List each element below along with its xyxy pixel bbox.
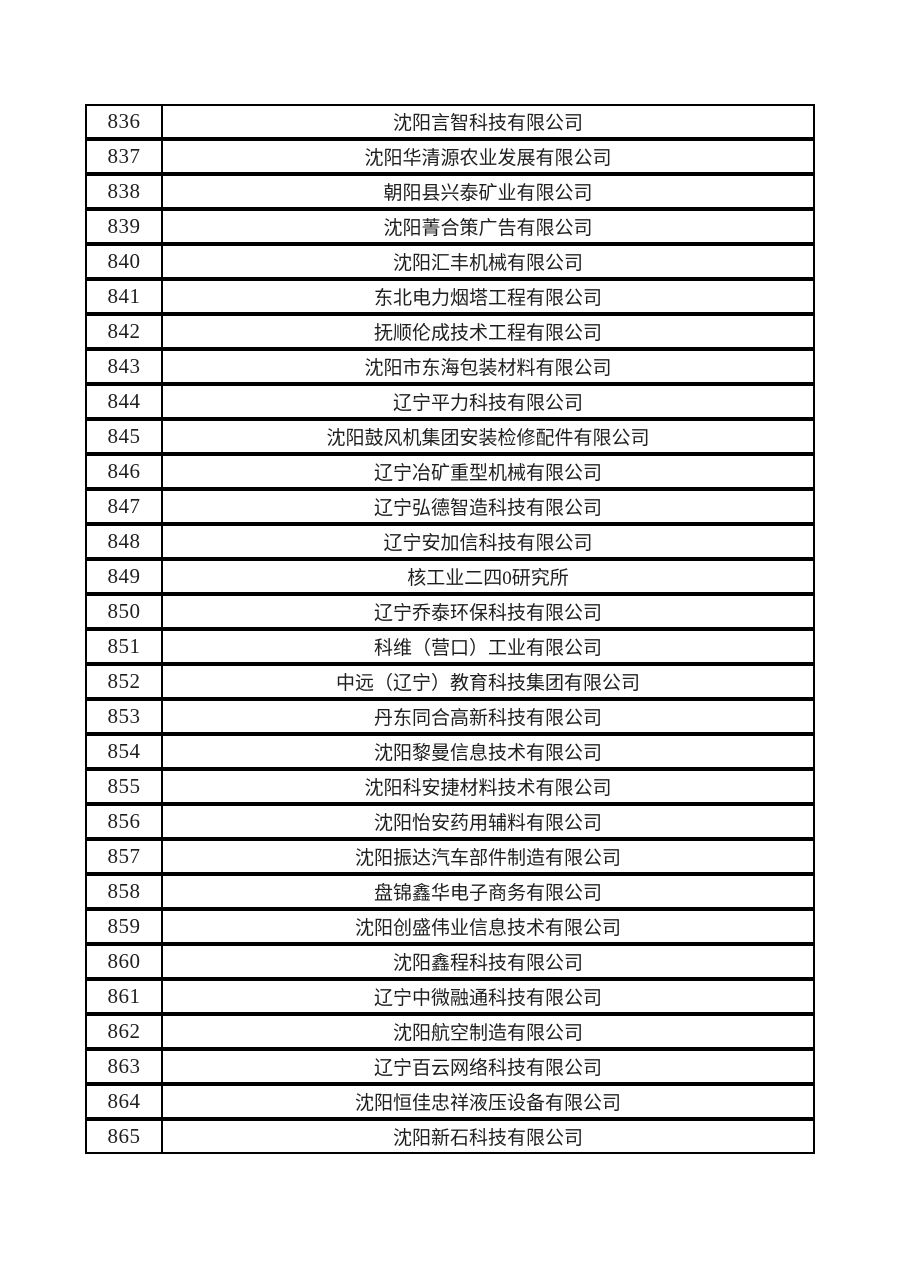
table-row: 839 沈阳菁合策广告有限公司 (85, 209, 815, 244)
table-row: 841 东北电力烟塔工程有限公司 (85, 279, 815, 314)
company-name-cell: 辽宁平力科技有限公司 (392, 393, 583, 414)
table-row: 857 沈阳振达汽车部件制造有限公司 (85, 839, 815, 874)
company-name-cell: 沈阳鑫程科技有限公司 (392, 953, 583, 974)
table-row: 848 辽宁安加信科技有限公司 (85, 524, 815, 559)
company-name-cell: 沈阳新石科技有限公司 (392, 1128, 583, 1149)
row-number-cell: 839 (87, 211, 163, 242)
company-name-cell: 沈阳怡安药用辅料有限公司 (373, 813, 602, 834)
table-row: 836 沈阳言智科技有限公司 (85, 104, 815, 139)
row-number-cell: 850 (87, 596, 163, 627)
row-number-cell: 859 (87, 911, 163, 942)
row-number-cell: 865 (87, 1121, 163, 1152)
table-row: 853 丹东同合高新科技有限公司 (85, 699, 815, 734)
row-number-cell: 860 (87, 946, 163, 977)
table-row: 844 辽宁平力科技有限公司 (85, 384, 815, 419)
row-number-cell: 851 (87, 631, 163, 662)
company-name-cell: 中远（辽宁）教育科技集团有限公司 (335, 673, 640, 694)
company-name-cell: 沈阳市东海包装材料有限公司 (364, 358, 612, 379)
table-row: 840 沈阳汇丰机械有限公司 (85, 244, 815, 279)
company-name-cell: 沈阳言智科技有限公司 (392, 113, 583, 134)
company-name-cell: 沈阳航空制造有限公司 (392, 1023, 583, 1044)
row-number-cell: 849 (87, 561, 163, 592)
company-name-cell: 辽宁冶矿重型机械有限公司 (373, 463, 602, 484)
company-name-cell: 盘锦鑫华电子商务有限公司 (373, 883, 602, 904)
table-row: 859 沈阳创盛伟业信息技术有限公司 (85, 909, 815, 944)
row-number-cell: 842 (87, 316, 163, 347)
company-name-cell: 辽宁安加信科技有限公司 (383, 533, 593, 554)
table-row: 843 沈阳市东海包装材料有限公司 (85, 349, 815, 384)
row-number-cell: 852 (87, 666, 163, 697)
company-name-cell: 沈阳科安捷材料技术有限公司 (364, 778, 612, 799)
row-number-cell: 840 (87, 246, 163, 277)
row-number-cell: 841 (87, 281, 163, 312)
row-number-cell: 861 (87, 981, 163, 1012)
row-number-cell: 854 (87, 736, 163, 767)
table-row: 850 辽宁乔泰环保科技有限公司 (85, 594, 815, 629)
table-row: 849 核工业二四0研究所 (85, 559, 815, 594)
table-row: 860 沈阳鑫程科技有限公司 (85, 944, 815, 979)
row-number-cell: 847 (87, 491, 163, 522)
company-name-cell: 丹东同合高新科技有限公司 (373, 708, 602, 729)
company-name-cell: 核工业二四0研究所 (407, 568, 569, 589)
company-name-cell: 辽宁弘德智造科技有限公司 (373, 498, 602, 519)
company-name-cell: 辽宁百云网络科技有限公司 (373, 1058, 602, 1079)
table-row: 851 科维（营口）工业有限公司 (85, 629, 815, 664)
row-number-cell: 863 (87, 1051, 163, 1082)
company-name-cell: 沈阳华清源农业发展有限公司 (364, 148, 612, 169)
table-row: 855 沈阳科安捷材料技术有限公司 (85, 769, 815, 804)
company-name-cell: 沈阳菁合策广告有限公司 (383, 218, 593, 239)
row-number-cell: 837 (87, 141, 163, 172)
row-number-cell: 855 (87, 771, 163, 802)
row-number-cell: 858 (87, 876, 163, 907)
table-row: 845 沈阳鼓风机集团安装检修配件有限公司 (85, 419, 815, 454)
table-row: 846 辽宁冶矿重型机械有限公司 (85, 454, 815, 489)
row-number-cell: 845 (87, 421, 163, 452)
table-row: 838 朝阳县兴泰矿业有限公司 (85, 174, 815, 209)
company-name-cell: 沈阳鼓风机集团安装检修配件有限公司 (326, 428, 650, 449)
table-row: 864 沈阳恒佳忠祥液压设备有限公司 (85, 1084, 815, 1119)
company-name-cell: 沈阳汇丰机械有限公司 (392, 253, 583, 274)
row-number-cell: 864 (87, 1086, 163, 1117)
row-number-cell: 856 (87, 806, 163, 837)
row-number-cell: 862 (87, 1016, 163, 1047)
row-number-cell: 843 (87, 351, 163, 382)
row-number-cell: 853 (87, 701, 163, 732)
table-row: 861 辽宁中微融通科技有限公司 (85, 979, 815, 1014)
company-name-cell: 辽宁中微融通科技有限公司 (373, 988, 602, 1009)
table-row: 856 沈阳怡安药用辅料有限公司 (85, 804, 815, 839)
company-name-cell: 科维（营口）工业有限公司 (373, 638, 602, 659)
table-row: 837 沈阳华清源农业发展有限公司 (85, 139, 815, 174)
company-table: 836 沈阳言智科技有限公司 837 沈阳华清源农业发展有限公司 838 朝阳县… (85, 104, 815, 1154)
row-number-cell: 844 (87, 386, 163, 417)
table-row: 863 辽宁百云网络科技有限公司 (85, 1049, 815, 1084)
company-name-cell: 抚顺伦成技术工程有限公司 (373, 323, 602, 344)
row-number-cell: 857 (87, 841, 163, 872)
table-row: 854 沈阳黎曼信息技术有限公司 (85, 734, 815, 769)
company-name-cell: 朝阳县兴泰矿业有限公司 (383, 183, 593, 204)
table-row: 842 抚顺伦成技术工程有限公司 (85, 314, 815, 349)
row-number-cell: 838 (87, 176, 163, 207)
row-number-cell: 846 (87, 456, 163, 487)
company-name-cell: 沈阳恒佳忠祥液压设备有限公司 (354, 1093, 621, 1114)
company-name-cell: 沈阳振达汽车部件制造有限公司 (354, 848, 621, 869)
table-row: 847 辽宁弘德智造科技有限公司 (85, 489, 815, 524)
table-row: 858 盘锦鑫华电子商务有限公司 (85, 874, 815, 909)
company-name-cell: 沈阳创盛伟业信息技术有限公司 (354, 918, 621, 939)
company-name-cell: 东北电力烟塔工程有限公司 (373, 288, 602, 309)
company-name-cell: 沈阳黎曼信息技术有限公司 (373, 743, 602, 764)
company-name-cell: 辽宁乔泰环保科技有限公司 (373, 603, 602, 624)
table-row: 862 沈阳航空制造有限公司 (85, 1014, 815, 1049)
row-number-cell: 848 (87, 526, 163, 557)
table-row: 865 沈阳新石科技有限公司 (85, 1119, 815, 1154)
table-row: 852 中远（辽宁）教育科技集团有限公司 (85, 664, 815, 699)
row-number-cell: 836 (87, 106, 163, 137)
